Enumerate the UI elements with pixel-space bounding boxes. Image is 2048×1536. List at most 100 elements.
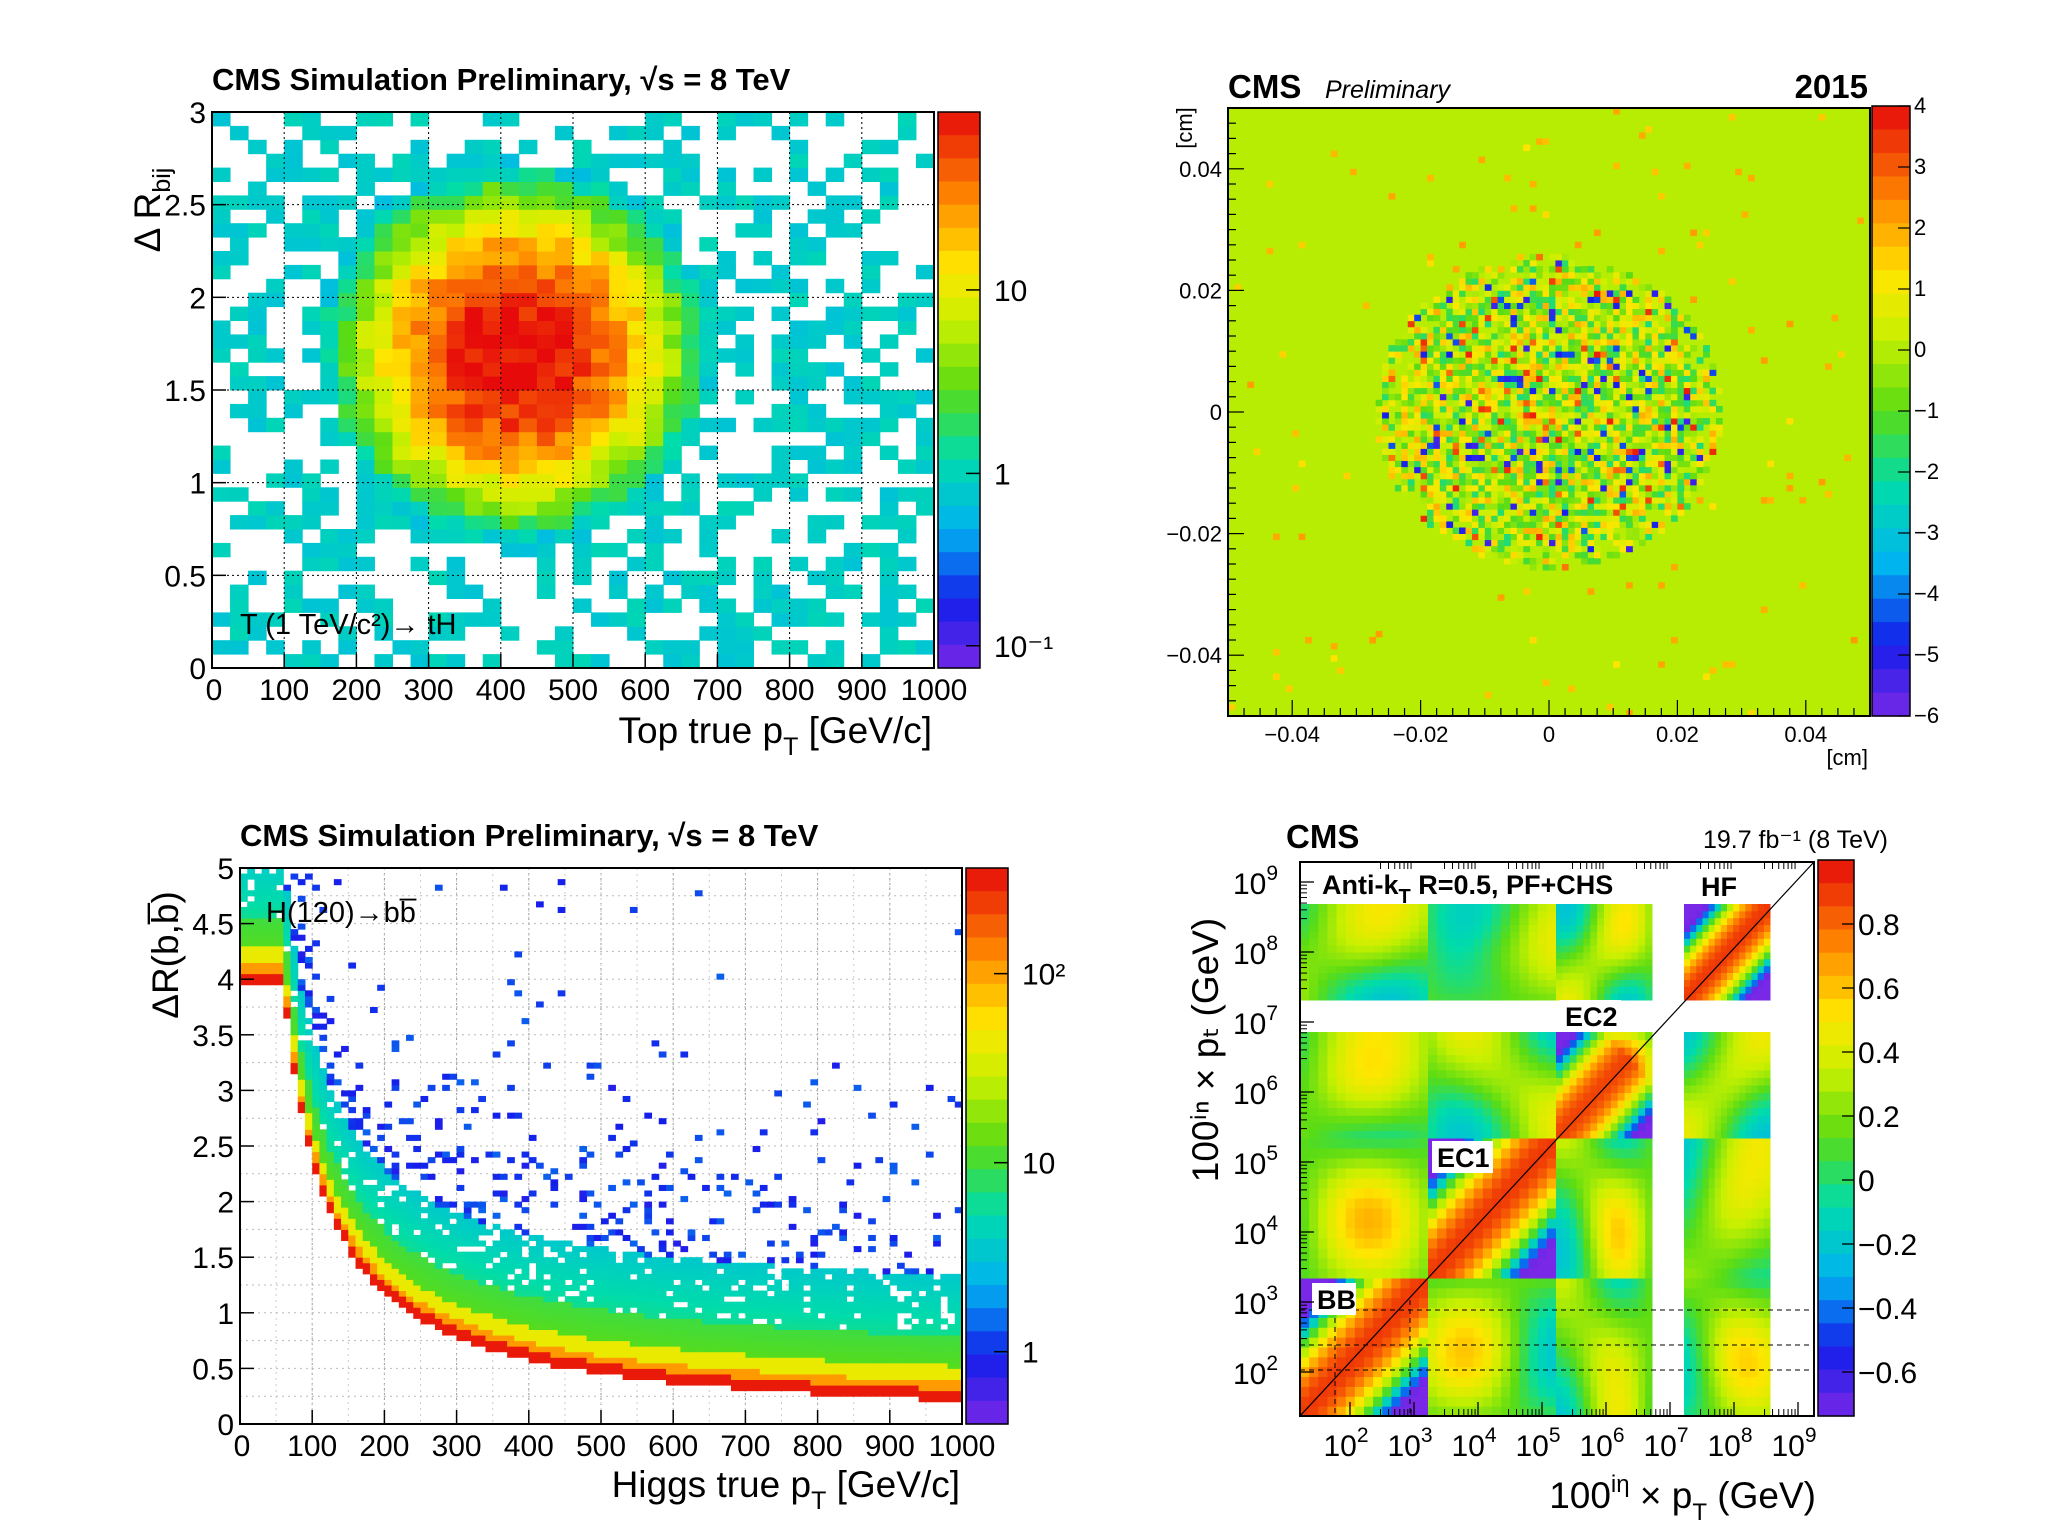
chart-c-cell: [240, 912, 248, 919]
chart-b-cell: [1670, 478, 1678, 486]
chart-c-cell: [536, 1357, 544, 1364]
chart-c-cell: [377, 1223, 385, 1230]
chart-c-cell: [658, 1262, 667, 1269]
chart-c-cell: [601, 1257, 609, 1264]
chart-c-cell: [384, 1279, 393, 1286]
chart-b-cell: [1465, 527, 1473, 534]
chart-b-cell: [1516, 466, 1524, 474]
chart-b-cell: [1523, 357, 1531, 364]
chart-b-cell: [1555, 320, 1563, 328]
chart-c-cell: [557, 1273, 566, 1280]
chart-a-cell: [428, 376, 448, 391]
chart-a-cell: [518, 292, 538, 308]
chart-b-cell: [1465, 503, 1473, 510]
chart-b-cell: [1536, 509, 1543, 516]
chart-c-cell: [521, 1329, 530, 1336]
chart-b-cell: [1606, 448, 1614, 455]
chart-c-cell: [586, 1362, 595, 1369]
chart-b-cell: [1600, 381, 1608, 389]
chart-b-cell: [1459, 375, 1466, 382]
chart-c-cell: [593, 1268, 602, 1275]
chart-b-cell: [1542, 284, 1550, 291]
chart-c-cell: [694, 1346, 703, 1353]
chart-a-cell: [771, 473, 791, 488]
chart-a-cell: [266, 612, 285, 627]
chart-b-cell: [1388, 375, 1396, 382]
chart-c-cell: [398, 1246, 407, 1253]
chart-a-cell: [410, 112, 430, 127]
chart-a-cell: [825, 306, 845, 321]
chart-b-cell: [1549, 521, 1556, 528]
chart-b-cell: [1279, 351, 1287, 358]
chart-c-cell: [615, 1290, 624, 1297]
chart-b-cell: [1587, 466, 1595, 474]
chart-a-cell: [627, 529, 646, 544]
chart-b-cell: [1709, 369, 1717, 376]
chart-c-cell: [637, 1368, 645, 1375]
chart-c-cell: [586, 1329, 595, 1336]
chart-b-cell: [1497, 296, 1505, 303]
chart-b-cell: [1536, 387, 1543, 395]
chart-c-cell: [384, 1240, 393, 1247]
chart-c-cell: [586, 1357, 595, 1364]
chart-c-cell: [485, 1273, 494, 1280]
chart-c-cell: [543, 1279, 551, 1286]
chart-c-cell: [355, 1123, 364, 1130]
chart-c-cell: [391, 1234, 400, 1242]
chart-b-cell: [1651, 521, 1659, 528]
chart-c-cell: [514, 1307, 523, 1314]
chart-a-colorbar-step: [938, 436, 980, 461]
chart-b-x-tick-labels: −0.04 −0.02 0 0.02 0.04: [1264, 722, 1827, 747]
chart-b-cell: [1606, 314, 1614, 322]
chart-c-cell: [665, 1368, 674, 1375]
chart-b-cell: [1523, 375, 1531, 382]
chart-c-cell: [593, 1279, 602, 1286]
chart-c-cell: [651, 1335, 660, 1342]
chart-a-cell: [645, 640, 664, 655]
chart-b-cell: [1581, 314, 1588, 322]
chart-b-cell: [1510, 466, 1518, 474]
chart-b-cell: [1536, 296, 1543, 303]
chart-b-cell: [1266, 180, 1274, 188]
chart-a-cell: [825, 223, 845, 238]
chart-c-cell: [687, 1229, 696, 1236]
chart-b-cell: [1510, 399, 1518, 407]
chart-a-cell: [789, 278, 809, 294]
chart-c-cell: [557, 879, 566, 886]
chart-c-cell: [471, 1223, 479, 1230]
chart-b-cell: [1587, 387, 1595, 395]
chart-a-cell: [825, 362, 845, 377]
chart-b-cell: [1484, 393, 1492, 401]
chart-a-cell: [392, 376, 412, 391]
chart-a-cell: [410, 431, 430, 447]
chart-b-cell: [1439, 430, 1447, 437]
chart-b-cell: [1446, 466, 1454, 474]
chart-c-cell: [420, 1223, 429, 1230]
chart-b-cell: [1613, 351, 1621, 358]
chart-b-cell: [1484, 424, 1492, 431]
chart-c-cell: [319, 1112, 328, 1119]
chart-c-cell: [254, 912, 263, 919]
chart-a-cell: [446, 334, 466, 349]
chart-b-cell: [1696, 399, 1704, 407]
chart-b-cell: [1510, 278, 1518, 285]
chart-b-cell: [1581, 405, 1588, 413]
chart-c-cell: [254, 968, 263, 975]
chart-a-cell: [627, 403, 646, 419]
chart-c-cell: [499, 1312, 508, 1319]
chart-b-cell: [1561, 357, 1569, 364]
chart-c-cell: [680, 1273, 689, 1280]
chart-c-cell: [593, 1362, 602, 1369]
chart-a-cell: [681, 417, 700, 433]
chart-b-cell: [1510, 266, 1518, 273]
chart-c-cell: [579, 1257, 588, 1264]
chart-b-cell: [1664, 381, 1672, 389]
chart-b-cell: [1555, 253, 1563, 261]
chart-c-cell: [658, 1373, 667, 1381]
chart-b-cell: [1645, 448, 1653, 455]
chart-a-cell: [645, 459, 664, 474]
chart-b-cell: [1382, 418, 1389, 425]
chart-a-cell: [645, 209, 664, 224]
chart-b-cell: [1587, 491, 1595, 498]
chart-b-cell: [1433, 405, 1441, 413]
